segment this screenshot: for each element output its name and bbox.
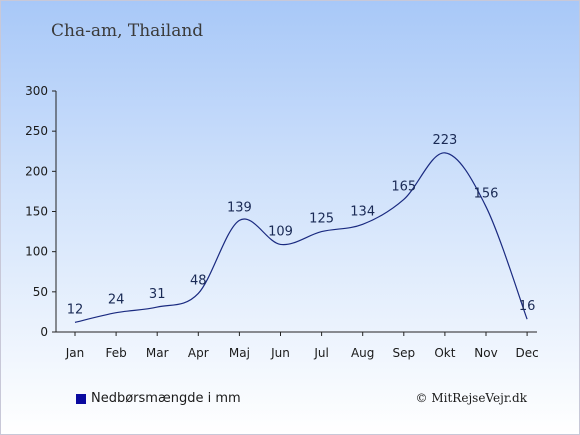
data-label: 156 (474, 187, 499, 202)
series-line (74, 152, 528, 323)
y-tick-label: 0 (40, 325, 48, 339)
data-label: 24 (108, 293, 125, 308)
data-label: 12 (67, 302, 84, 317)
x-tick-label: Feb (105, 346, 126, 360)
data-label: 31 (149, 287, 166, 302)
credit-text: © MitRejseVejr.dk (415, 391, 527, 405)
legend-label: Nedbørsmængde i mm (91, 391, 241, 406)
y-tick-label: 200 (25, 164, 48, 178)
x-tick-label: Aug (351, 346, 374, 360)
data-label: 16 (519, 299, 536, 314)
y-tick-label: 300 (25, 84, 48, 98)
data-label: 223 (432, 133, 457, 148)
x-tick-label: Nov (474, 346, 497, 360)
y-tick-label: 50 (33, 285, 48, 299)
x-tick-label: Mar (146, 346, 169, 360)
data-label: 109 (268, 224, 293, 239)
y-tick-label: 150 (25, 205, 48, 219)
x-tick-label: Sep (392, 346, 415, 360)
x-tick-label: Dec (515, 346, 538, 360)
legend-swatch (76, 393, 86, 404)
x-tick-label: Okt (434, 346, 455, 360)
data-label: 48 (190, 273, 207, 288)
data-label: 134 (350, 204, 375, 219)
data-label: 165 (391, 179, 416, 194)
y-tick-label: 250 (25, 124, 48, 138)
x-tick-label: Apr (188, 346, 209, 360)
x-tick-label: Maj (229, 346, 250, 360)
x-tick-label: Jul (313, 346, 328, 360)
x-tick-label: Jan (65, 346, 85, 360)
chart-title: Cha-am, Thailand (51, 21, 204, 41)
data-label: 125 (309, 212, 334, 227)
y-tick-label: 100 (25, 245, 48, 259)
x-tick-label: Jun (270, 346, 290, 360)
data-label: 139 (227, 200, 252, 215)
legend: Nedbørsmængde i mm (76, 391, 241, 406)
